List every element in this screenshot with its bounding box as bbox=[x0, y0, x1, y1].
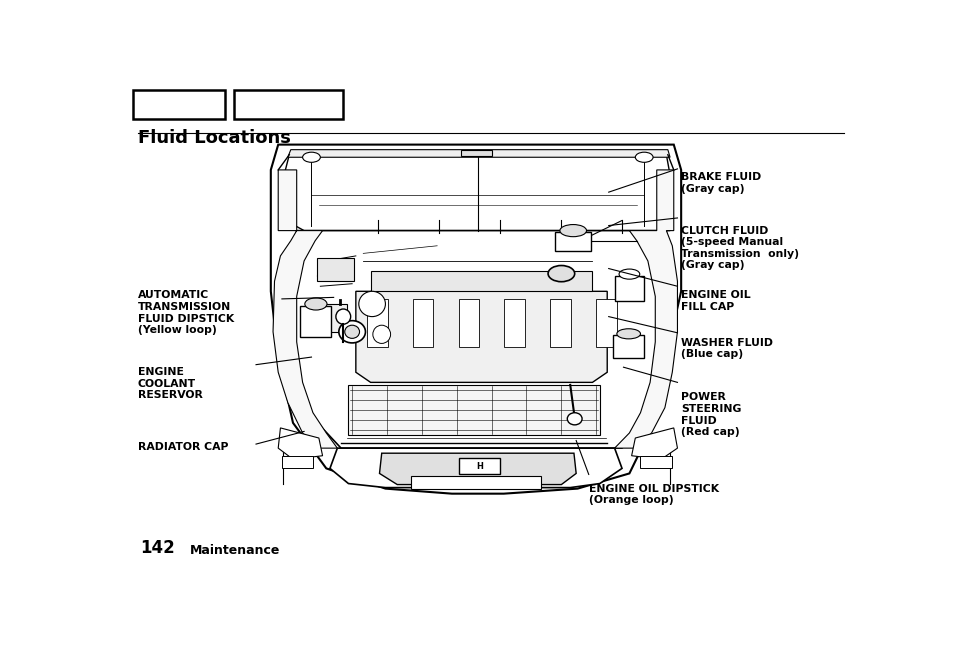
Polygon shape bbox=[330, 448, 621, 487]
Bar bbox=[555, 232, 590, 251]
Polygon shape bbox=[310, 304, 347, 332]
Ellipse shape bbox=[547, 265, 574, 282]
Polygon shape bbox=[348, 385, 599, 436]
Text: BRAKE FLUID
(Gray cap): BRAKE FLUID (Gray cap) bbox=[680, 172, 760, 194]
Ellipse shape bbox=[338, 321, 365, 343]
Bar bbox=[458, 299, 478, 347]
Bar bbox=[614, 276, 643, 302]
Text: RADIATOR CAP: RADIATOR CAP bbox=[137, 442, 228, 452]
Bar bbox=[282, 456, 313, 468]
Text: Maintenance: Maintenance bbox=[190, 544, 279, 557]
Text: POWER
STEERING
FLUID
(Red cap): POWER STEERING FLUID (Red cap) bbox=[680, 392, 740, 438]
Bar bbox=[596, 299, 617, 347]
Polygon shape bbox=[614, 170, 677, 448]
Text: WASHER FLUID
(Blue cap): WASHER FLUID (Blue cap) bbox=[680, 338, 772, 359]
Text: ENGINE OIL DIPSTICK
(Orange loop): ENGINE OIL DIPSTICK (Orange loop) bbox=[588, 484, 719, 505]
Text: Fluid Locations: Fluid Locations bbox=[137, 129, 291, 147]
Ellipse shape bbox=[635, 152, 653, 162]
Polygon shape bbox=[284, 155, 669, 231]
Bar bbox=[413, 299, 433, 347]
Bar bbox=[132, 90, 225, 120]
Bar bbox=[550, 299, 571, 347]
Bar bbox=[504, 299, 524, 347]
Bar bbox=[233, 90, 343, 120]
Polygon shape bbox=[355, 291, 606, 382]
Bar bbox=[613, 335, 643, 358]
Polygon shape bbox=[271, 145, 680, 493]
Text: 142: 142 bbox=[140, 539, 174, 557]
Bar bbox=[639, 456, 671, 468]
Ellipse shape bbox=[358, 291, 385, 317]
Polygon shape bbox=[370, 271, 592, 291]
Bar bbox=[367, 299, 387, 347]
Polygon shape bbox=[278, 428, 322, 459]
Polygon shape bbox=[288, 150, 669, 157]
Polygon shape bbox=[317, 258, 354, 281]
Text: ENGINE
COOLANT
RESERVOR: ENGINE COOLANT RESERVOR bbox=[137, 367, 202, 400]
Bar bbox=[459, 459, 499, 474]
Text: ENGINE OIL
FILL CAP: ENGINE OIL FILL CAP bbox=[680, 290, 750, 312]
Text: AUTOMATIC
TRANSMISSION
FLUID DIPSTICK
(Yellow loop): AUTOMATIC TRANSMISSION FLUID DIPSTICK (Y… bbox=[137, 290, 233, 335]
Ellipse shape bbox=[302, 152, 320, 162]
Polygon shape bbox=[379, 453, 576, 485]
Text: CLUTCH FLUID
(5-speed Manual
Transmission  only)
(Gray cap): CLUTCH FLUID (5-speed Manual Transmissio… bbox=[680, 225, 799, 270]
Ellipse shape bbox=[373, 325, 390, 344]
Ellipse shape bbox=[305, 298, 327, 310]
Bar bbox=[460, 150, 492, 156]
Ellipse shape bbox=[559, 225, 586, 237]
Bar bbox=[411, 476, 540, 489]
Ellipse shape bbox=[335, 309, 351, 324]
Ellipse shape bbox=[344, 325, 359, 338]
Ellipse shape bbox=[618, 269, 639, 279]
Ellipse shape bbox=[617, 328, 639, 339]
Bar bbox=[300, 306, 331, 337]
Polygon shape bbox=[631, 428, 677, 459]
Text: H: H bbox=[476, 462, 482, 471]
Polygon shape bbox=[291, 231, 667, 448]
Polygon shape bbox=[273, 170, 337, 448]
Ellipse shape bbox=[567, 413, 581, 425]
